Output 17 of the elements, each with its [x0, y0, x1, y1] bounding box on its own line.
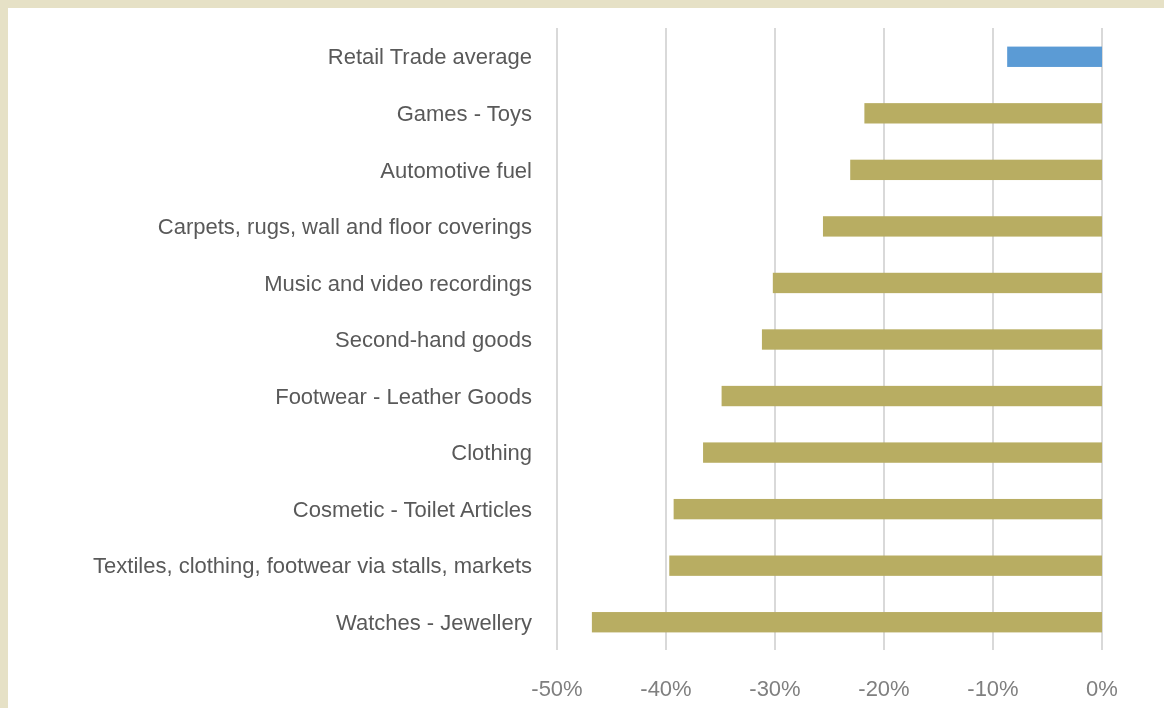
y-tick-label: Watches - Jewellery [335, 609, 532, 635]
y-tick-label: Footwear - Leather Goods [275, 383, 532, 409]
y-tick-label: Music and video recordings [264, 270, 532, 296]
y-tick-label: Second-hand goods [335, 327, 532, 353]
x-tick-label: -40% [640, 675, 692, 701]
y-tick-label: Clothing [451, 440, 532, 466]
y-tick-label: Retail Trade average [327, 44, 532, 70]
x-tick-label: -30% [749, 675, 801, 701]
y-tick-label: Games - Toys [396, 101, 532, 127]
y-tick-label: Automotive fuel [380, 157, 532, 183]
y-tick-label: Textiles, clothing, footwear via stalls, markets [93, 553, 532, 579]
x-tick-label: -10% [967, 675, 1019, 701]
x-tick-label: -20% [858, 675, 910, 701]
x-tick-label: -50% [531, 675, 583, 701]
y-tick-label: Carpets, rugs, wall and floor coverings [157, 214, 532, 240]
y-tick-label: Cosmetic - Toilet Articles [292, 496, 532, 522]
x-tick-label: 0% [1086, 675, 1118, 701]
